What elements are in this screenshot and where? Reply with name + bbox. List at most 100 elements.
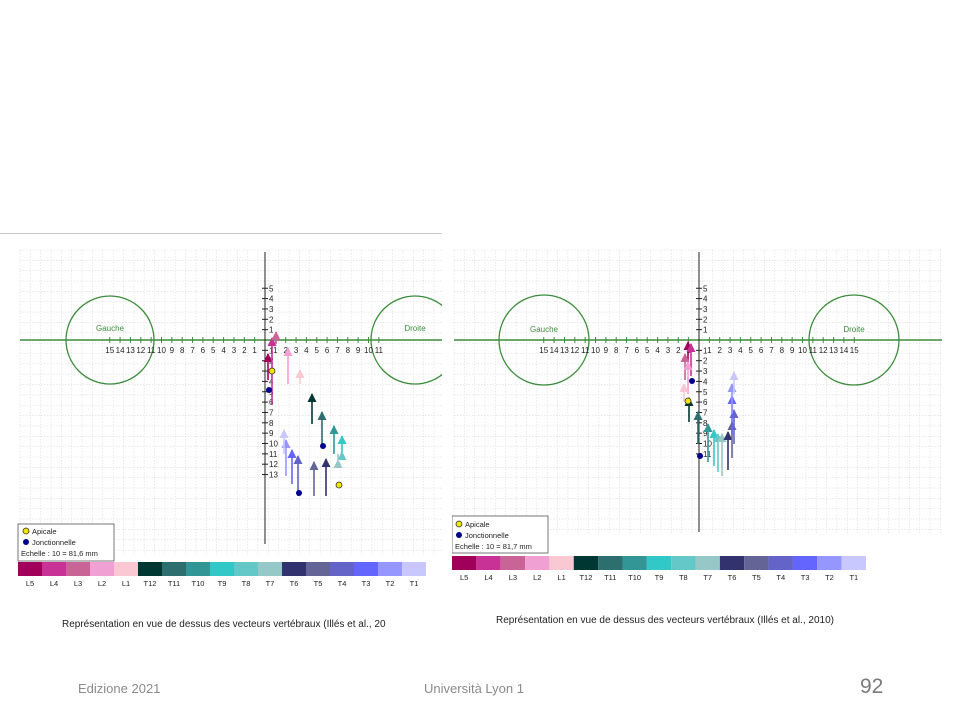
x-tick-label: 10 bbox=[157, 346, 166, 355]
circle-gauche-label: Gauche bbox=[96, 324, 125, 333]
color-bar-label: T8 bbox=[679, 573, 688, 582]
jonctionnelle-point bbox=[689, 378, 695, 384]
jonctionnelle-point bbox=[266, 387, 272, 393]
color-bar-segment bbox=[306, 562, 330, 576]
y-tick-label: 6 bbox=[703, 398, 708, 407]
x-tick-label: 8 bbox=[780, 346, 785, 355]
color-bar-segment bbox=[598, 556, 623, 570]
color-bar-segment bbox=[646, 556, 672, 570]
y-tick-label: 9 bbox=[703, 429, 708, 438]
vertebral-vector-arrowhead bbox=[709, 429, 719, 438]
x-tick-label: 11 bbox=[581, 346, 590, 355]
legend-scale: Echelle : 10 = 81,6 mm bbox=[21, 549, 98, 558]
jonctionnelle-point bbox=[320, 443, 326, 449]
color-bar-segment bbox=[234, 562, 258, 576]
figure-caption: Représentation en vue de dessus des vect… bbox=[62, 619, 386, 630]
x-tick-label: 6 bbox=[201, 346, 206, 355]
vertebral-vector-arrowhead bbox=[693, 411, 703, 420]
apicale-marker bbox=[22, 527, 30, 535]
color-bar-label: T4 bbox=[338, 579, 347, 588]
x-tick-label: 7 bbox=[769, 346, 774, 355]
y-tick-label: 12 bbox=[269, 460, 278, 469]
color-bar-segment bbox=[18, 562, 42, 576]
circle-droite bbox=[808, 294, 900, 386]
color-bar-label: T12 bbox=[144, 579, 157, 588]
color-bar-label: L4 bbox=[50, 579, 58, 588]
x-tick-label: 7 bbox=[190, 346, 195, 355]
color-bar-label: L2 bbox=[98, 579, 106, 588]
page-number: 92 bbox=[860, 675, 884, 698]
y-tick-label: 3 bbox=[269, 305, 274, 314]
vertebral-vector-arrowhead bbox=[263, 353, 273, 362]
x-tick-label: 15 bbox=[850, 346, 859, 355]
figure-right-vertebral-vectors: Gauche Droite 15141312111098765432112345… bbox=[452, 244, 942, 636]
x-tick-label: 13 bbox=[829, 346, 838, 355]
color-bar-label: T2 bbox=[386, 579, 395, 588]
vertebral-vector-arrowhead bbox=[683, 361, 693, 370]
vertebral-vector-arrowhead bbox=[287, 449, 297, 458]
color-bar-label: T12 bbox=[579, 573, 592, 582]
y-tick-label: 2 bbox=[269, 315, 274, 324]
color-bar-label: T7 bbox=[703, 573, 712, 582]
color-bar-label: L3 bbox=[509, 573, 517, 582]
color-bar-label: L1 bbox=[557, 573, 565, 582]
color-bar-segment bbox=[452, 556, 477, 570]
color-bar-label: T1 bbox=[410, 579, 419, 588]
color-bar-label: T1 bbox=[849, 573, 858, 582]
y-tick-label: 7 bbox=[269, 408, 274, 417]
x-tick-label: 4 bbox=[738, 346, 743, 355]
x-tick-label: 9 bbox=[170, 346, 175, 355]
vertebral-vector-arrowhead bbox=[317, 411, 327, 420]
jonctionnelle-marker bbox=[456, 532, 462, 538]
vertebral-vector-arrowhead bbox=[333, 459, 343, 468]
vertebral-vector-arrowhead bbox=[680, 353, 690, 362]
color-bar-label: L5 bbox=[460, 573, 468, 582]
color-bar-label: L5 bbox=[26, 579, 34, 588]
y-tick-label: 9 bbox=[269, 429, 274, 438]
x-tick-label: 1 bbox=[252, 346, 257, 355]
x-tick-label: 5 bbox=[315, 346, 320, 355]
x-tick-label: 13 bbox=[560, 346, 569, 355]
x-tick-label: 9 bbox=[356, 346, 361, 355]
color-bar-segment bbox=[476, 556, 501, 570]
x-tick-label: 2 bbox=[242, 346, 247, 355]
x-tick-label: 11 bbox=[375, 346, 384, 355]
color-bar-segment bbox=[330, 562, 354, 576]
x-tick-label: 4 bbox=[221, 346, 226, 355]
vertebral-vector-arrowhead bbox=[279, 429, 289, 438]
color-bar-label: L2 bbox=[533, 573, 541, 582]
vertebral-vector-arrowhead bbox=[337, 451, 347, 460]
footer-university: Università Lyon 1 bbox=[424, 681, 524, 696]
color-bar-label: L1 bbox=[122, 579, 130, 588]
jonctionnelle-marker bbox=[23, 539, 29, 545]
x-tick-label: 12 bbox=[819, 346, 828, 355]
color-bar-segment bbox=[817, 556, 842, 570]
y-tick-label: 4 bbox=[703, 377, 708, 386]
color-bar-segment bbox=[719, 556, 745, 570]
y-tick-label: 4 bbox=[703, 295, 708, 304]
apicale-point bbox=[268, 367, 276, 375]
y-tick-label: 2 bbox=[703, 315, 708, 324]
y-tick-label: 3 bbox=[703, 305, 708, 314]
x-tick-label: 9 bbox=[790, 346, 795, 355]
vertebral-vector-arrowhead bbox=[271, 331, 281, 340]
legend-apicale-label: Apicale bbox=[465, 520, 490, 529]
circle-droite-label: Droite bbox=[404, 324, 426, 333]
color-bar-segment bbox=[66, 562, 90, 576]
y-tick-label: 1 bbox=[269, 326, 274, 335]
x-tick-label: 15 bbox=[105, 346, 114, 355]
color-bar-segment bbox=[258, 562, 282, 576]
color-bar-label: T5 bbox=[752, 573, 761, 582]
x-tick-label: 2 bbox=[283, 346, 288, 355]
color-bar-label: T6 bbox=[728, 573, 737, 582]
vertebral-vector-arrowhead bbox=[337, 435, 347, 444]
legend-apicale-label: Apicale bbox=[32, 527, 57, 536]
y-tick-label: 3 bbox=[703, 367, 708, 376]
vertebral-vector-arrowhead bbox=[729, 409, 739, 418]
jonctionnelle-point bbox=[296, 490, 302, 496]
y-tick-label: 5 bbox=[269, 284, 274, 293]
x-tick-label: 5 bbox=[749, 346, 754, 355]
color-bar-label: T11 bbox=[168, 579, 180, 588]
x-tick-label: 10 bbox=[798, 346, 807, 355]
y-tick-label: 10 bbox=[269, 440, 278, 449]
